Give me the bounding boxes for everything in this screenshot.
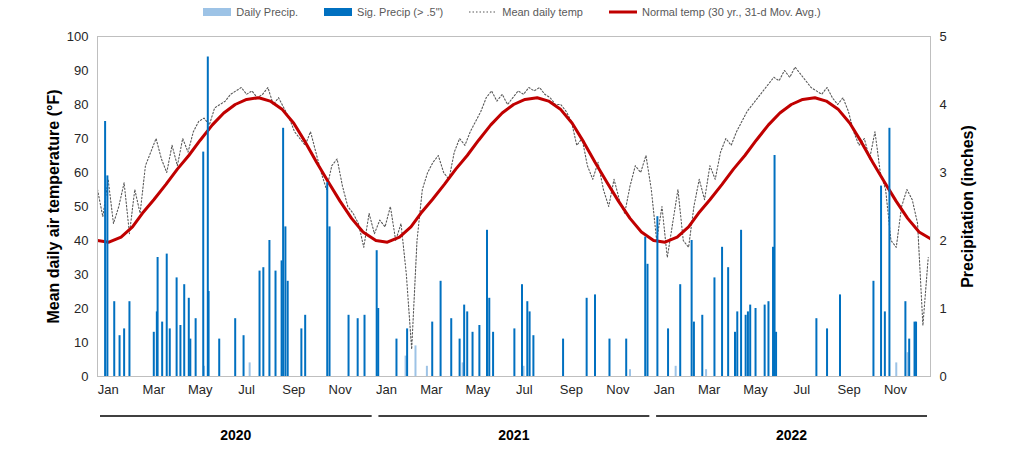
svg-text:Jan: Jan	[376, 382, 397, 397]
svg-text:50: 50	[74, 199, 88, 214]
svg-text:Mean daily air temperature (°F: Mean daily air temperature (°F)	[45, 89, 62, 323]
svg-text:Jul: Jul	[238, 382, 255, 397]
svg-text:Sep: Sep	[838, 382, 861, 397]
svg-text:10: 10	[74, 335, 88, 350]
svg-text:Precipitation (inches): Precipitation (inches)	[959, 125, 976, 288]
svg-text:Jul: Jul	[516, 382, 533, 397]
svg-text:2022: 2022	[776, 427, 807, 443]
svg-text:2020: 2020	[220, 427, 251, 443]
svg-text:Jan: Jan	[98, 382, 119, 397]
svg-text:Mar: Mar	[698, 382, 721, 397]
svg-text:May: May	[466, 382, 491, 397]
svg-text:3: 3	[940, 165, 947, 180]
svg-text:30: 30	[74, 267, 88, 282]
svg-text:90: 90	[74, 63, 88, 78]
svg-text:Jul: Jul	[794, 382, 811, 397]
svg-text:May: May	[743, 382, 768, 397]
svg-text:1: 1	[940, 301, 947, 316]
svg-text:0: 0	[81, 369, 88, 384]
html-text:Normal temp (30 yr., 31-d Mov.: Normal temp (30 yr., 31-d Mov. Avg.)	[641, 6, 821, 18]
svg-text:Mar: Mar	[143, 382, 166, 397]
svg-text:Nov: Nov	[606, 382, 630, 397]
svg-text:Sep: Sep	[282, 382, 305, 397]
svg-text:2021: 2021	[498, 427, 529, 443]
svg-text:Mar: Mar	[420, 382, 443, 397]
svg-text:Jan: Jan	[654, 382, 675, 397]
svg-text:0: 0	[940, 369, 947, 384]
svg-text:20: 20	[74, 301, 88, 316]
svg-text:60: 60	[74, 165, 88, 180]
svg-text:70: 70	[74, 131, 88, 146]
svg-text:Sep: Sep	[560, 382, 583, 397]
html-text:Sig. Precip (> .5"): Sig. Precip (> .5")	[357, 6, 444, 18]
svg-text:2: 2	[940, 233, 947, 248]
svg-text:Nov: Nov	[329, 382, 353, 397]
svg-text:May: May	[188, 382, 213, 397]
svg-text:40: 40	[74, 233, 88, 248]
html-text:Daily Precip.: Daily Precip.	[236, 6, 299, 18]
html-text:Mean daily temp: Mean daily temp	[502, 6, 583, 18]
svg-text:100: 100	[67, 29, 89, 44]
svg-text:Nov: Nov	[884, 382, 908, 397]
svg-text:80: 80	[74, 97, 88, 112]
svg-text:5: 5	[940, 29, 947, 44]
svg-text:4: 4	[940, 97, 947, 112]
